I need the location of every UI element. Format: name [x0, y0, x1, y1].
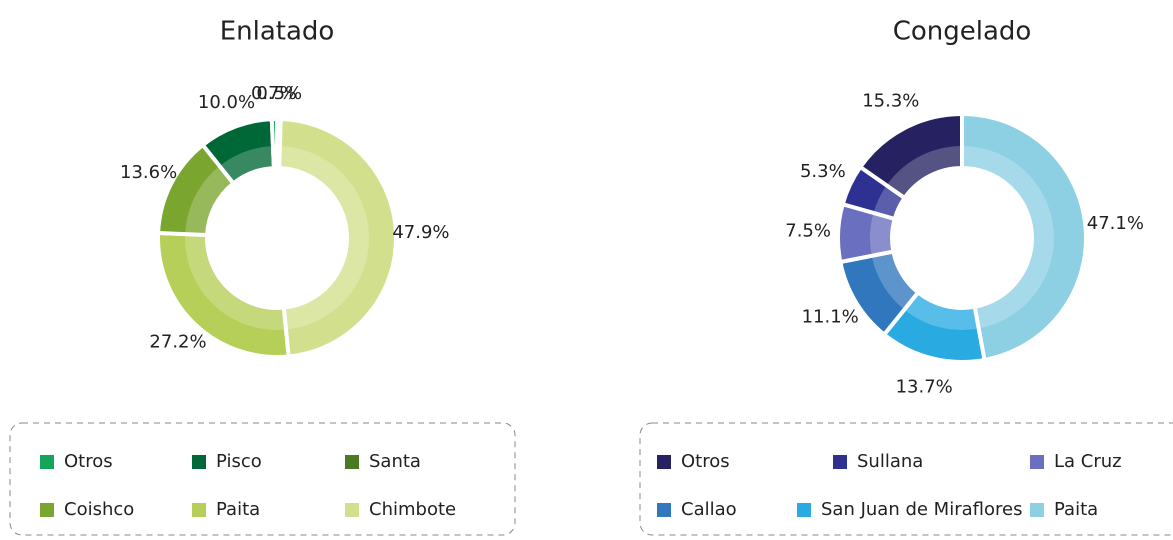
legend-label: Otros	[681, 451, 730, 472]
slice-inner-ring	[887, 146, 962, 197]
legend-swatch	[192, 503, 206, 517]
legend-label: San Juan de Miraflores	[821, 499, 1022, 520]
donut-slice	[269, 116, 279, 171]
legend-swatch	[657, 455, 671, 469]
data-label: 47.1%	[1087, 213, 1144, 234]
legend-label: Santa	[369, 451, 421, 472]
legend-swatch	[192, 455, 206, 469]
data-label: 10.0%	[198, 92, 255, 113]
legend-swatch	[345, 503, 359, 517]
legend-swatch	[833, 455, 847, 469]
legend-label: La Cruz	[1054, 451, 1122, 472]
legend-box	[639, 422, 1173, 536]
slice-inner-ring	[871, 252, 917, 310]
legend-label: Coishco	[64, 499, 134, 520]
slice-inner-ring	[273, 146, 277, 167]
slice-inner-ring	[904, 294, 978, 330]
legend-label: Pisco	[216, 451, 262, 472]
data-label: 7.5%	[785, 221, 831, 242]
slice-inner-ring	[279, 146, 369, 330]
data-label: 27.2%	[149, 332, 206, 353]
chart-title: Congelado	[893, 17, 1032, 47]
donut-slice	[960, 111, 1088, 363]
slice-inner-ring	[185, 235, 286, 330]
legend-label: Sullana	[857, 451, 923, 472]
legend-label: Paita	[216, 499, 260, 520]
data-label: 5.3%	[800, 161, 846, 182]
slice-inner-ring	[220, 146, 274, 182]
data-label: 13.6%	[120, 162, 177, 183]
legend-label: Chimbote	[369, 499, 456, 520]
data-label: 0.7%	[251, 83, 297, 104]
legend-label: Callao	[681, 499, 737, 520]
legend-swatch	[797, 503, 811, 517]
slice-inner-ring	[870, 213, 893, 255]
legend-swatch	[1030, 503, 1044, 517]
donut-slice	[857, 111, 964, 201]
legend-swatch	[40, 455, 54, 469]
legend-box	[9, 422, 516, 536]
data-label: 47.9%	[392, 222, 449, 243]
legend-swatch	[345, 455, 359, 469]
slice-inner-ring	[962, 146, 1054, 329]
legend-swatch	[40, 503, 54, 517]
legend-label: Paita	[1054, 499, 1098, 520]
data-label: 13.7%	[896, 376, 953, 397]
data-label: 15.3%	[862, 90, 919, 111]
slice-inner-ring	[185, 166, 232, 235]
legend-swatch	[657, 503, 671, 517]
chart-title: Enlatado	[220, 17, 335, 47]
donut-slice	[156, 230, 291, 359]
slice-inner-ring	[873, 186, 903, 218]
data-label: 0.5%	[256, 83, 302, 104]
donut-slice	[277, 116, 398, 359]
legend-label: Otros	[64, 451, 113, 472]
legend-swatch	[1030, 455, 1044, 469]
data-label: 11.1%	[802, 307, 859, 328]
